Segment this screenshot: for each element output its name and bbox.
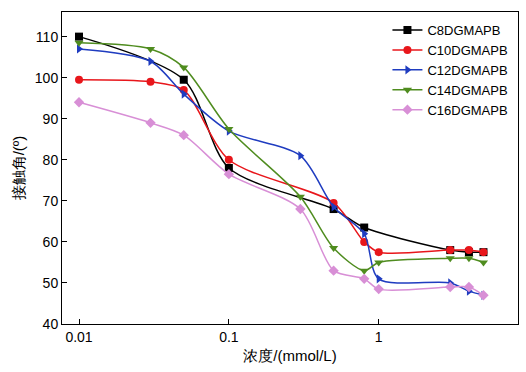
svg-text:0.1: 0.1 [219,329,239,345]
svg-text:110: 110 [36,29,59,45]
svg-text:80: 80 [43,152,59,168]
svg-text:90: 90 [43,111,59,127]
svg-text:70: 70 [43,193,59,209]
svg-text:接触角/(º): 接触角/(º) [10,136,27,201]
svg-text:C14DGMAPB: C14DGMAPB [427,83,507,98]
svg-text:60: 60 [43,234,59,250]
svg-text:50: 50 [43,275,59,291]
svg-text:C12DGMAPB: C12DGMAPB [427,63,507,78]
svg-text:浓度/(mmol/L): 浓度/(mmol/L) [243,347,336,364]
svg-text:1: 1 [375,329,383,345]
svg-text:100: 100 [35,70,59,86]
svg-text:C16DGMAPB: C16DGMAPB [427,103,507,118]
svg-text:40: 40 [43,316,59,332]
svg-text:C8DGMAPB: C8DGMAPB [427,23,500,38]
svg-text:0.01: 0.01 [65,329,92,345]
svg-text:C10DGMAPB: C10DGMAPB [427,43,507,58]
